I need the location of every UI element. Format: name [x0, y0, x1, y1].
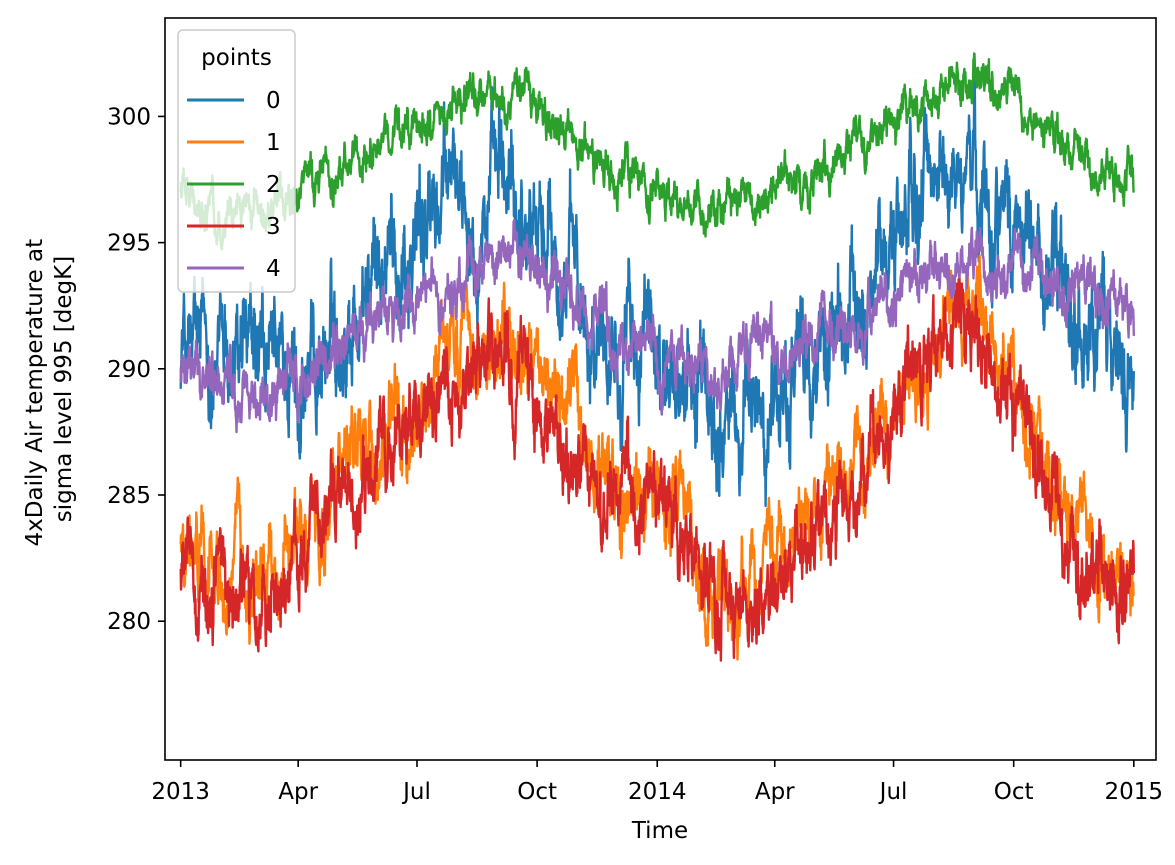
- x-tick-label: 2014: [628, 779, 687, 805]
- series-layer: [179, 52, 1135, 662]
- series-line-2: [179, 52, 1135, 251]
- y-axis-title-line-2: sigma level 995 [degK]: [51, 256, 77, 522]
- y-axis: 280 285 290 295 300: [107, 104, 165, 635]
- y-tick-label: 295: [107, 231, 151, 257]
- x-tick-label: Oct: [517, 779, 557, 805]
- plot-frame: [164, 17, 1157, 761]
- y-tick-label: 290: [107, 357, 151, 383]
- x-axis-title: Time: [631, 818, 688, 844]
- y-axis-title: 4xDaily Air temperature at sigma level 9…: [22, 232, 77, 547]
- series-line-3: [179, 274, 1135, 662]
- y-tick-label: 285: [107, 483, 151, 509]
- y-axis-title-line-1: 4xDaily Air temperature at: [22, 239, 48, 547]
- x-tick-label: Apr: [278, 779, 318, 805]
- series-line-4: [179, 218, 1135, 434]
- legend-label-1: 1: [266, 130, 281, 156]
- x-tick-label: Jul: [878, 779, 908, 805]
- y-tick-label: 280: [107, 609, 151, 635]
- legend-label-2: 2: [266, 172, 281, 198]
- legend-label-4: 4: [266, 256, 281, 282]
- x-axis: 2013 Apr Jul Oct 2014 Apr Jul Oct 2015: [151, 760, 1163, 805]
- legend-label-0: 0: [266, 88, 281, 114]
- y-tick-label: 300: [107, 104, 151, 130]
- legend-label-3: 3: [266, 214, 281, 240]
- x-tick-label: Jul: [401, 779, 431, 805]
- x-tick-label: 2013: [151, 779, 210, 805]
- legend: points 0 1 2 3 4: [177, 29, 296, 293]
- x-tick-label: 2015: [1105, 779, 1164, 805]
- x-tick-label: Apr: [755, 779, 795, 805]
- x-tick-label: Oct: [994, 779, 1034, 805]
- legend-title: points: [201, 45, 272, 71]
